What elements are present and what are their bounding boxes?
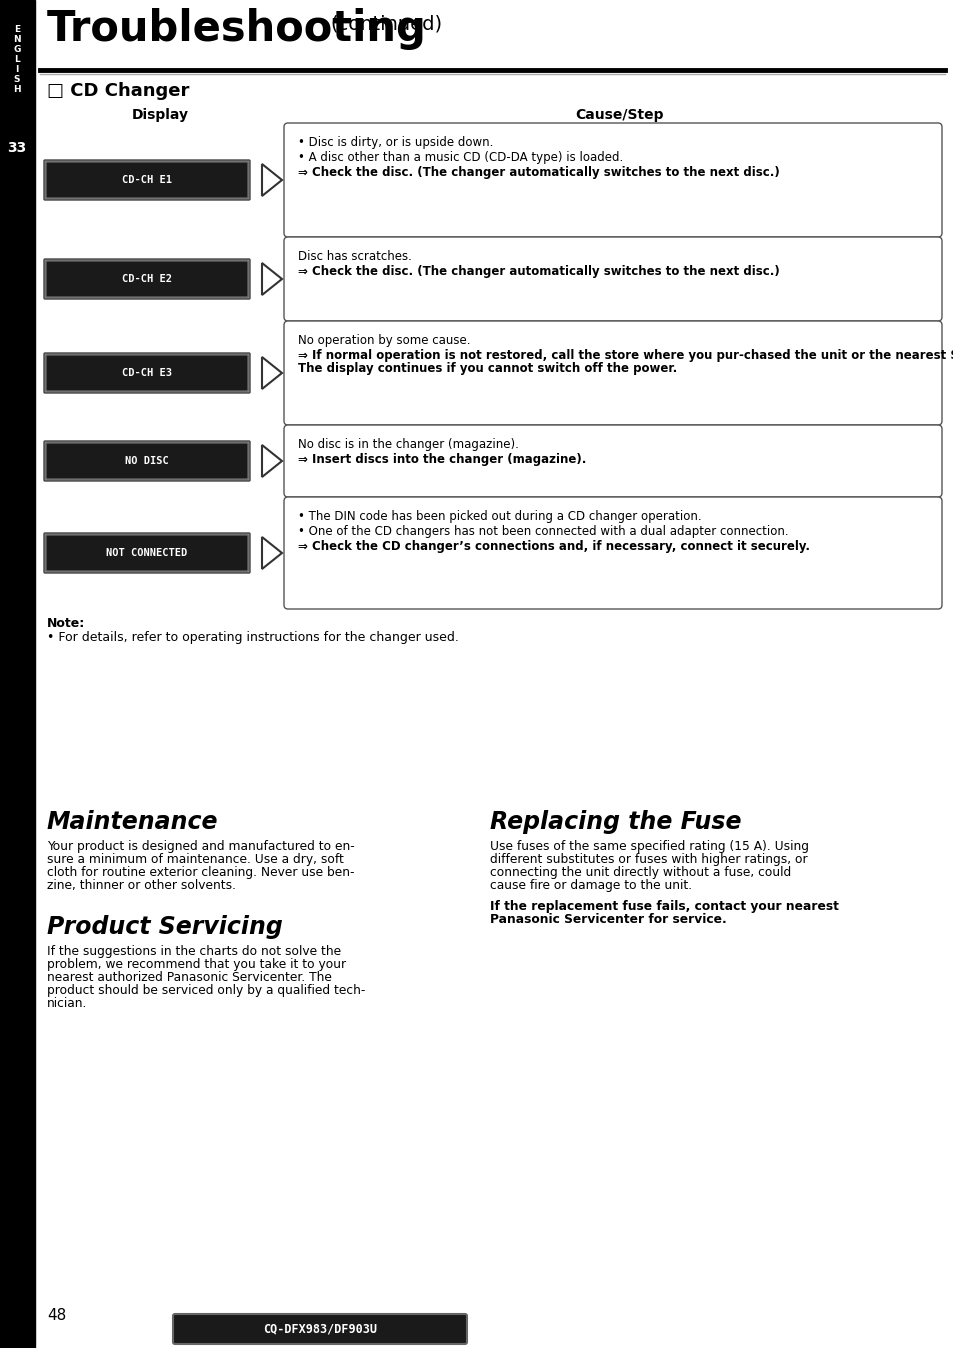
Text: Display: Display	[132, 108, 189, 123]
Text: • For details, refer to operating instructions for the changer used.: • For details, refer to operating instru…	[47, 631, 458, 644]
Text: Maintenance: Maintenance	[47, 810, 218, 834]
Text: • The DIN code has been picked out during a CD changer operation.: • The DIN code has been picked out durin…	[297, 510, 700, 523]
FancyBboxPatch shape	[44, 259, 250, 299]
Text: Replacing the Fuse: Replacing the Fuse	[490, 810, 740, 834]
Text: product should be serviced only by a qualified tech-: product should be serviced only by a qua…	[47, 984, 365, 998]
Text: Note:: Note:	[47, 617, 85, 630]
Text: • One of the CD changers has not been connected with a dual adapter connection.: • One of the CD changers has not been co…	[297, 524, 788, 538]
Text: The display continues if you cannot switch off the power.: The display continues if you cannot swit…	[297, 363, 677, 375]
FancyBboxPatch shape	[46, 162, 248, 198]
FancyBboxPatch shape	[284, 425, 941, 497]
FancyBboxPatch shape	[284, 497, 941, 609]
Text: zine, thinner or other solvents.: zine, thinner or other solvents.	[47, 879, 235, 892]
Text: CD-CH E2: CD-CH E2	[122, 274, 172, 284]
Text: No disc is in the changer (magazine).: No disc is in the changer (magazine).	[297, 438, 518, 452]
Text: nician.: nician.	[47, 998, 88, 1010]
Text: S: S	[13, 75, 20, 85]
Text: cause fire or damage to the unit.: cause fire or damage to the unit.	[490, 879, 691, 892]
FancyBboxPatch shape	[46, 262, 248, 297]
Text: I: I	[15, 66, 19, 74]
Text: ⇒ Check the CD changer’s connections and, if necessary, connect it securely.: ⇒ Check the CD changer’s connections and…	[297, 541, 809, 553]
Text: CD-CH E3: CD-CH E3	[122, 368, 172, 377]
FancyBboxPatch shape	[46, 355, 248, 391]
Text: E: E	[14, 26, 20, 35]
Text: □ CD Changer: □ CD Changer	[47, 82, 190, 100]
Bar	[0, 0, 35, 1348]
Text: ⇒ Check the disc. (The changer automatically switches to the next disc.): ⇒ Check the disc. (The changer automatic…	[297, 266, 779, 278]
Text: ⇒ Insert discs into the changer (magazine).: ⇒ Insert discs into the changer (magazin…	[297, 453, 586, 466]
FancyBboxPatch shape	[44, 441, 250, 481]
FancyBboxPatch shape	[44, 160, 250, 200]
Text: (continued): (continued)	[330, 15, 441, 34]
FancyBboxPatch shape	[46, 443, 248, 479]
Text: Product Servicing: Product Servicing	[47, 915, 282, 940]
FancyBboxPatch shape	[284, 321, 941, 425]
FancyBboxPatch shape	[44, 532, 250, 573]
Text: H: H	[13, 85, 21, 94]
Text: NOT CONNECTED: NOT CONNECTED	[107, 549, 188, 558]
Text: No operation by some cause.: No operation by some cause.	[297, 334, 470, 346]
FancyBboxPatch shape	[44, 353, 250, 394]
Text: 33: 33	[8, 142, 27, 155]
FancyBboxPatch shape	[284, 237, 941, 321]
Text: sure a minimum of maintenance. Use a dry, soft: sure a minimum of maintenance. Use a dry…	[47, 853, 343, 865]
FancyBboxPatch shape	[46, 535, 248, 572]
Text: CQ-DFX983/DF903U: CQ-DFX983/DF903U	[263, 1322, 376, 1336]
Text: cloth for routine exterior cleaning. Never use ben-: cloth for routine exterior cleaning. Nev…	[47, 865, 355, 879]
Text: Use fuses of the same specified rating (15 A). Using: Use fuses of the same specified rating (…	[490, 840, 808, 853]
Text: NO DISC: NO DISC	[125, 456, 169, 466]
FancyBboxPatch shape	[284, 123, 941, 237]
Text: Disc has scratches.: Disc has scratches.	[297, 249, 412, 263]
Text: connecting the unit directly without a fuse, could: connecting the unit directly without a f…	[490, 865, 790, 879]
Text: Your product is designed and manufactured to en-: Your product is designed and manufacture…	[47, 840, 355, 853]
FancyBboxPatch shape	[172, 1314, 467, 1344]
Text: Panasonic Servicenter for service.: Panasonic Servicenter for service.	[490, 913, 726, 926]
Text: N: N	[13, 35, 21, 44]
Text: • A disc other than a music CD (CD-DA type) is loaded.: • A disc other than a music CD (CD-DA ty…	[297, 151, 622, 164]
Text: ⇒ Check the disc. (The changer automatically switches to the next disc.): ⇒ Check the disc. (The changer automatic…	[297, 166, 779, 179]
Text: problem, we recommend that you take it to your: problem, we recommend that you take it t…	[47, 958, 346, 971]
Text: If the suggestions in the charts do not solve the: If the suggestions in the charts do not …	[47, 945, 341, 958]
Text: nearest authorized Panasonic Servicenter. The: nearest authorized Panasonic Servicenter…	[47, 971, 332, 984]
Text: CD-CH E1: CD-CH E1	[122, 175, 172, 185]
Text: If the replacement fuse fails, contact your nearest: If the replacement fuse fails, contact y…	[490, 900, 838, 913]
Text: 48: 48	[47, 1308, 66, 1322]
Text: different substitutes or fuses with higher ratings, or: different substitutes or fuses with high…	[490, 853, 807, 865]
Text: G: G	[13, 46, 21, 54]
Text: Troubleshooting: Troubleshooting	[47, 8, 426, 50]
Text: • Disc is dirty, or is upside down.: • Disc is dirty, or is upside down.	[297, 136, 493, 150]
Text: Cause/Step: Cause/Step	[576, 108, 663, 123]
Text: ⇒ If normal operation is not restored, call the store where you pur-chased the u: ⇒ If normal operation is not restored, c…	[297, 349, 953, 363]
Text: L: L	[14, 55, 20, 65]
